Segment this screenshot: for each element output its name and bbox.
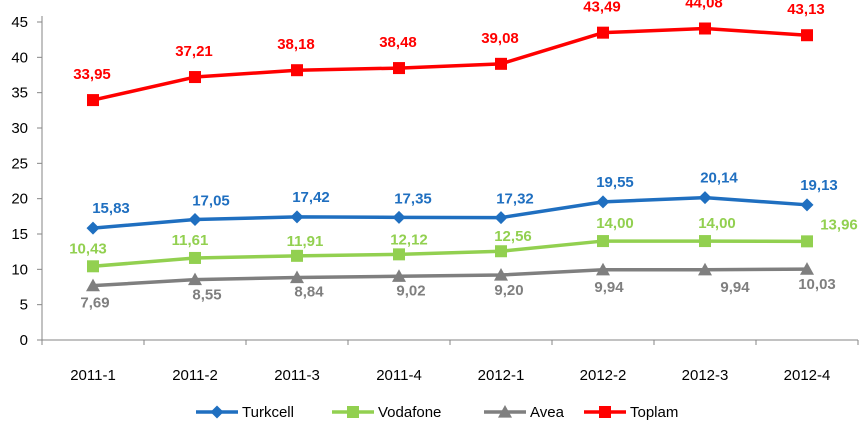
avea-point [86, 278, 100, 292]
legend-label-avea: Avea [530, 404, 565, 421]
turkcell-legend-marker [210, 405, 224, 419]
vodafone-series-line [92, 239, 808, 269]
y-tick-label: 10 [11, 261, 28, 278]
avea-point [596, 262, 610, 276]
vodafone-data-label: 14,00 [596, 215, 634, 232]
toplam-data-label: 43,49 [583, 0, 621, 16]
y-tick-label: 15 [11, 226, 28, 243]
vodafone-point [801, 235, 813, 248]
vodafone-legend-marker [347, 406, 359, 418]
turkcell-data-label: 17,32 [496, 191, 534, 208]
toplam-legend-marker [599, 406, 611, 418]
legend-label-toplam: Toplam [630, 404, 678, 421]
vodafone-data-label: 12,12 [390, 231, 428, 248]
x-tick-label: 2011-1 [70, 367, 116, 384]
vodafone-point [189, 251, 201, 264]
avea-data-label: 9,94 [594, 279, 624, 296]
y-tick-label: 30 [11, 120, 28, 137]
turkcell-data-label: 19,13 [800, 177, 838, 194]
avea-data-label: 9,94 [720, 279, 750, 296]
toplam-data-label: 44,08 [685, 0, 723, 12]
turkcell-point [392, 210, 406, 224]
avea-point [188, 272, 202, 286]
avea-data-label: 10,03 [798, 276, 836, 293]
vodafone-data-label: 10,43 [69, 240, 107, 257]
avea-data-label: 8,55 [192, 287, 221, 304]
vodafone-point [597, 235, 609, 248]
x-tick-label: 2012-1 [478, 367, 525, 384]
toplam-data-label: 39,08 [481, 30, 519, 47]
legend-label-turkcell: Turkcell [242, 404, 294, 421]
avea-data-label: 9,02 [396, 282, 425, 299]
vodafone-data-label: 13,96 [820, 216, 858, 233]
avea-point [494, 267, 508, 281]
x-tick-label: 2012-2 [580, 367, 627, 384]
vodafone-data-label: 11,61 [172, 232, 209, 249]
toplam-point [393, 62, 405, 75]
x-tick-label: 2011-3 [274, 367, 320, 384]
turkcell-data-label: 17,05 [192, 193, 230, 210]
avea-legend-marker [498, 405, 512, 418]
toplam-point [801, 29, 813, 42]
toplam-data-label: 38,48 [379, 34, 417, 51]
x-tick-label: 2012-4 [784, 367, 831, 384]
x-tick-label: 2011-2 [172, 367, 218, 384]
x-tick-label: 2011-4 [376, 367, 422, 384]
avea-point [392, 269, 406, 282]
turkcell-point [494, 211, 508, 225]
turkcell-data-label: 17,42 [292, 189, 330, 206]
toplam-point [87, 94, 99, 107]
avea-series-line [92, 267, 808, 288]
turkcell-point [290, 210, 304, 224]
toplam-data-label: 38,18 [277, 36, 315, 53]
avea-data-label: 8,84 [294, 284, 324, 301]
vodafone-data-label: 12,56 [494, 228, 532, 245]
vodafone-point [87, 260, 99, 273]
toplam-point [699, 22, 711, 35]
turkcell-data-label: 19,55 [596, 174, 634, 191]
toplam-data-label: 33,95 [73, 66, 111, 83]
turkcell-point [188, 213, 202, 227]
avea-data-label: 9,20 [494, 282, 523, 299]
turkcell-point [596, 195, 610, 209]
turkcell-data-label: 17,35 [394, 190, 432, 207]
vodafone-data-label: 11,91 [287, 233, 324, 250]
turkcell-point [86, 221, 100, 235]
avea-point [290, 270, 304, 284]
toplam-point [291, 64, 303, 77]
x-tick-label: 2012-3 [682, 367, 729, 384]
turkcell-series-line [92, 195, 808, 230]
vodafone-point [699, 235, 711, 248]
y-tick-label: 35 [11, 85, 28, 102]
toplam-data-label: 43,13 [787, 1, 825, 18]
turkcell-data-label: 15,83 [92, 200, 130, 217]
turkcell-point [800, 198, 814, 212]
y-tick-label: 45 [11, 14, 28, 31]
avea-data-label: 7,69 [80, 295, 109, 312]
y-tick-label: 40 [11, 49, 28, 66]
avea-point [800, 262, 814, 275]
toplam-point [495, 57, 507, 70]
y-tick-label: 20 [11, 191, 28, 208]
vodafone-data-label: 14,00 [698, 215, 736, 232]
y-tick-label: 0 [20, 332, 28, 349]
y-tick-label: 25 [11, 155, 28, 172]
vodafone-point [291, 249, 303, 262]
toplam-point [189, 71, 201, 84]
vodafone-point [495, 245, 507, 258]
avea-point [698, 262, 712, 276]
turkcell-data-label: 20,14 [700, 170, 738, 187]
toplam-data-label: 37,21 [175, 43, 213, 60]
toplam-series-line [92, 26, 808, 102]
legend-label-vodafone: Vodafone [378, 404, 441, 421]
y-tick-label: 5 [20, 297, 28, 314]
turkcell-point [698, 191, 712, 205]
toplam-point [597, 26, 609, 39]
vodafone-point [393, 248, 405, 261]
